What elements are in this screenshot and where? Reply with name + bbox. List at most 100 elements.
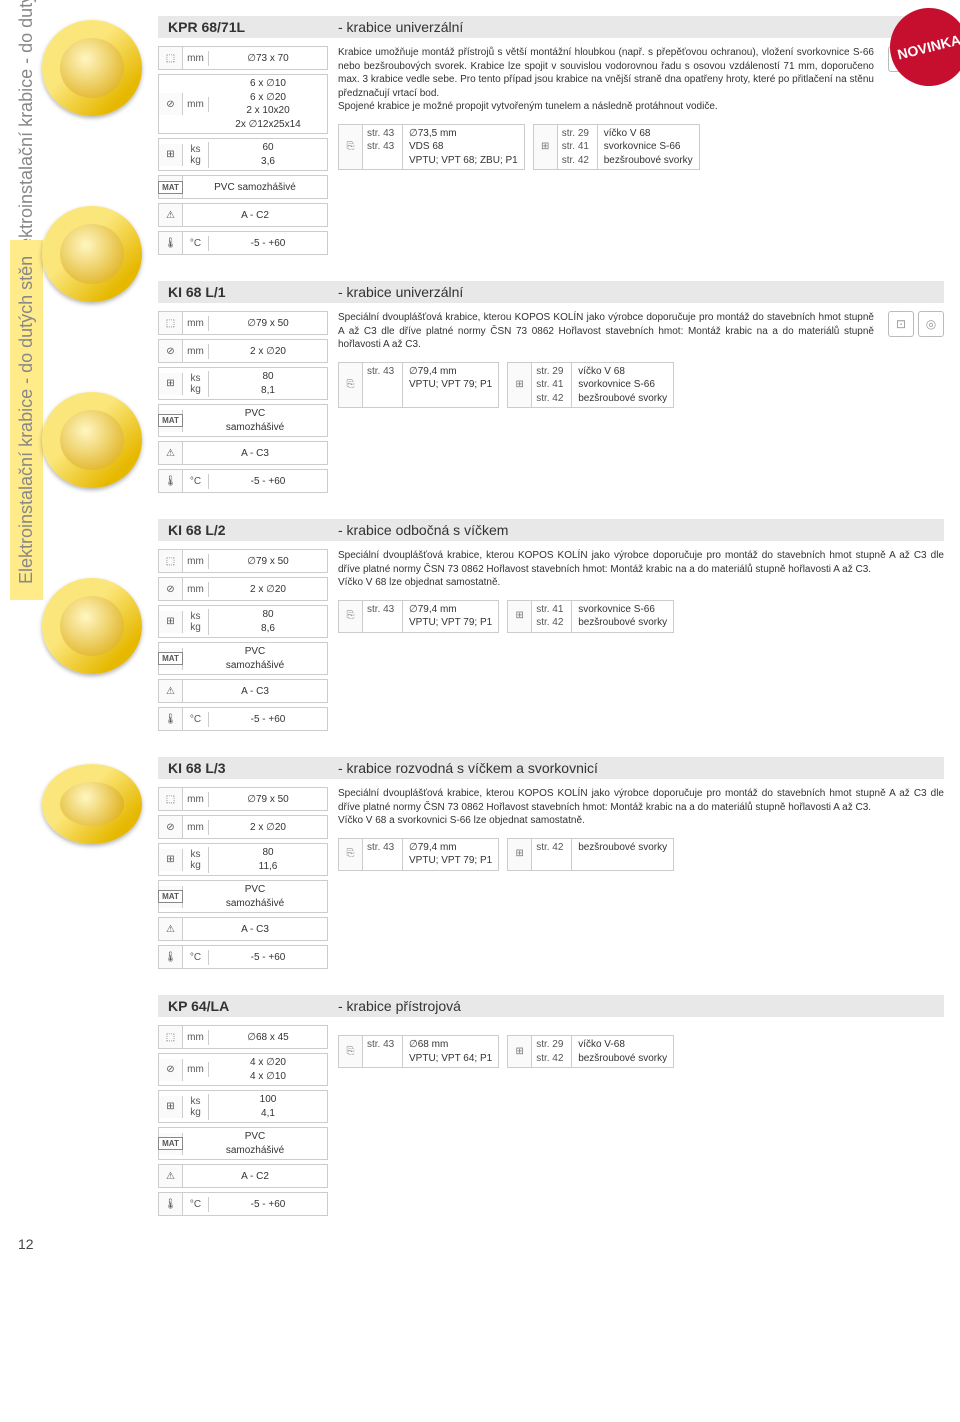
spec-unit: mm [183,554,209,569]
spec-icon: ⬚ [159,312,183,334]
product-title: - krabice univerzální [338,19,463,35]
spec-icon: ⊞ [159,144,183,166]
spec-row: 🌡°C-5 - +60 [158,469,328,493]
specs-column: ⬚mm∅73 x 70⊘mm6 x ∅10 6 x ∅20 2 x 10x20 … [158,46,328,255]
spec-row: ⊘mm2 x ∅20 [158,339,328,363]
ref-text: víčko V 68 svorkovnice S-66 bezšroubové … [598,125,699,170]
product-code: KI 68 L/2 [168,522,338,538]
ref-row: ⊞str. 41 str. 42svorkovnice S-66 bezšrou… [507,600,674,633]
spec-value: 80 8,6 [209,606,327,637]
spec-icon: 🌡 [159,1193,183,1215]
ref-row: ⎘str. 43∅79,4 mm VPTU; VPT 79; P1 [338,362,499,409]
spec-icon: 🌡 [159,232,183,254]
product-body: ⬚mm∅79 x 50⊘mm2 x ∅20⊞ks kg80 11,6MATPVC… [158,779,944,969]
mat-badge: MAT [158,1137,183,1150]
spec-value: 6 x ∅10 6 x ∅20 2 x 10x20 2x ∅12x25x14 [209,75,327,133]
ref-page: str. 43 [363,839,403,870]
ref-page: str. 43 [363,601,403,632]
spec-value: -5 - +60 [209,950,327,965]
product-refs: ⎘str. 43∅79,4 mm VPTU; VPT 79; P1⊞str. 2… [338,362,874,409]
spec-row: ⊘mm6 x ∅10 6 x ∅20 2 x 10x20 2x ∅12x25x1… [158,74,328,134]
product-description: Krabice umožňuje montáž přístrojů s větš… [338,46,874,114]
ref-icon: ⎘ [339,839,363,870]
spec-unit: mm [183,344,209,359]
spec-icon: MAT [159,410,183,432]
spec-row: ⊞ks kg80 8,6 [158,605,328,638]
specs-column: ⬚mm∅68 x 45⊘mm4 x ∅20 4 x ∅10⊞ks kg100 4… [158,1025,328,1216]
specs-column: ⬚mm∅79 x 50⊘mm2 x ∅20⊞ks kg80 11,6MATPVC… [158,787,328,969]
spec-row: ⚠A - C3 [158,441,328,465]
spec-value: ∅79 x 50 [209,554,327,569]
spec-icon: ⬚ [159,1026,183,1048]
spec-icon: ⚠ [159,918,183,940]
spec-row: 🌡°C-5 - +60 [158,707,328,731]
mat-badge: MAT [158,890,183,903]
spec-row: MATPVC samozhášivé [158,880,328,913]
product-description-column: Speciální dvouplášťová krabice, kterou K… [338,311,874,493]
product-description-column: Speciální dvouplášťová krabice, kterou K… [338,787,944,969]
ref-row: ⊞str. 29 str. 42víčko V-68 bezšroubové s… [507,1035,674,1068]
spec-row: ⊞ks kg80 8,1 [158,367,328,400]
spec-icon: MAT [159,176,183,198]
product-refs: ⎘str. 43∅79,4 mm VPTU; VPT 79; P1⊞str. 4… [338,838,944,871]
product-refs: ⎘str. 43∅68 mm VPTU; VPT 64; P1⊞str. 29 … [338,1035,944,1068]
product-thumb [42,206,142,302]
product-block: KI 68 L/3- krabice rozvodná s víčkem a s… [158,757,944,969]
spec-value: ∅73 x 70 [209,51,327,66]
spec-value: 80 11,6 [209,844,327,875]
spec-unit: °C [183,1197,209,1212]
product-block: KPR 68/71L- krabice univerzální⬚mm∅73 x … [158,16,944,255]
spec-row: ⊞ks kg100 4,1 [158,1090,328,1123]
product-block: KI 68 L/2- krabice odbočná s víčkem ⬚mm∅7… [158,519,944,731]
spec-row: ⬚mm∅79 x 50 [158,549,328,573]
ref-text: ∅79,4 mm VPTU; VPT 79; P1 [403,601,498,632]
page-number: 12 [18,1236,34,1252]
spec-row: MATPVC samozhášivé [158,175,328,199]
mat-badge: MAT [158,652,183,665]
spec-value: A - C3 [183,922,327,937]
ref-text: víčko V 68 svorkovnice S-66 bezšroubové … [572,363,673,408]
ref-text: bezšroubové svorky [572,839,673,870]
product-body: ⬚mm∅79 x 50⊘mm2 x ∅20⊞ks kg80 8,1MATPVC … [158,303,944,493]
product-thumb [42,20,142,116]
product-body: ⬚mm∅73 x 70⊘mm6 x ∅10 6 x ∅20 2 x 10x20 … [158,38,944,255]
spec-value: A - C2 [183,1169,327,1184]
spec-value: A - C3 [183,684,327,699]
spec-icon: ⚠ [159,680,183,702]
ref-row: ⎘str. 43∅79,4 mm VPTU; VPT 79; P1 [338,600,499,633]
page-container: KPR 68/71L- krabice univerzální⬚mm∅73 x … [0,0,960,1258]
ref-icon: ⊞ [534,125,558,170]
spec-icon: 🌡 [159,946,183,968]
ref-page: str. 29 str. 41 str. 42 [532,363,572,408]
product-title: - krabice odbočná s víčkem [338,522,508,538]
spec-unit: mm [183,316,209,331]
ref-icon: ⊞ [508,1036,532,1067]
spec-value: 2 x ∅20 [209,344,327,359]
spec-unit: ks kg [183,1094,209,1120]
spec-row: ⊞ks kg60 3,6 [158,138,328,171]
spec-row: 🌡°C-5 - +60 [158,945,328,969]
ref-text: svorkovnice S-66 bezšroubové svorky [572,601,673,632]
product-description: Speciální dvouplášťová krabice, kterou K… [338,311,874,352]
specs-column: ⬚mm∅79 x 50⊘mm2 x ∅20⊞ks kg80 8,1MATPVC … [158,311,328,493]
ref-text: ∅79,4 mm VPTU; VPT 79; P1 [403,839,498,870]
spec-value: 80 8,1 [209,368,327,399]
product-header: KI 68 L/1- krabice univerzální [158,281,944,303]
product-code: KI 68 L/1 [168,284,338,300]
spec-value: ∅79 x 50 [209,792,327,807]
ref-page: str. 43 str. 43 [363,125,403,170]
spec-row: 🌡°C-5 - +60 [158,231,328,255]
spec-unit: °C [183,236,209,251]
spec-value: PVC samozhášivé [183,180,327,195]
product-refs: ⎘str. 43∅79,4 mm VPTU; VPT 79; P1⊞str. 4… [338,600,944,633]
ref-page: str. 43 [363,1036,403,1067]
spec-value: PVC samozhášivé [183,1128,327,1159]
spec-icon: ⬚ [159,788,183,810]
spec-unit: °C [183,712,209,727]
spec-value: A - C3 [183,446,327,461]
product-description-column: ⎘str. 43∅68 mm VPTU; VPT 64; P1⊞str. 29 … [338,1025,944,1216]
ref-page: str. 29 str. 41 str. 42 [558,125,598,170]
product-block: KI 68 L/1- krabice univerzální⬚mm∅79 x 5… [158,281,944,493]
spec-row: ⊘mm2 x ∅20 [158,577,328,601]
spec-value: PVC samozhášivé [183,643,327,674]
